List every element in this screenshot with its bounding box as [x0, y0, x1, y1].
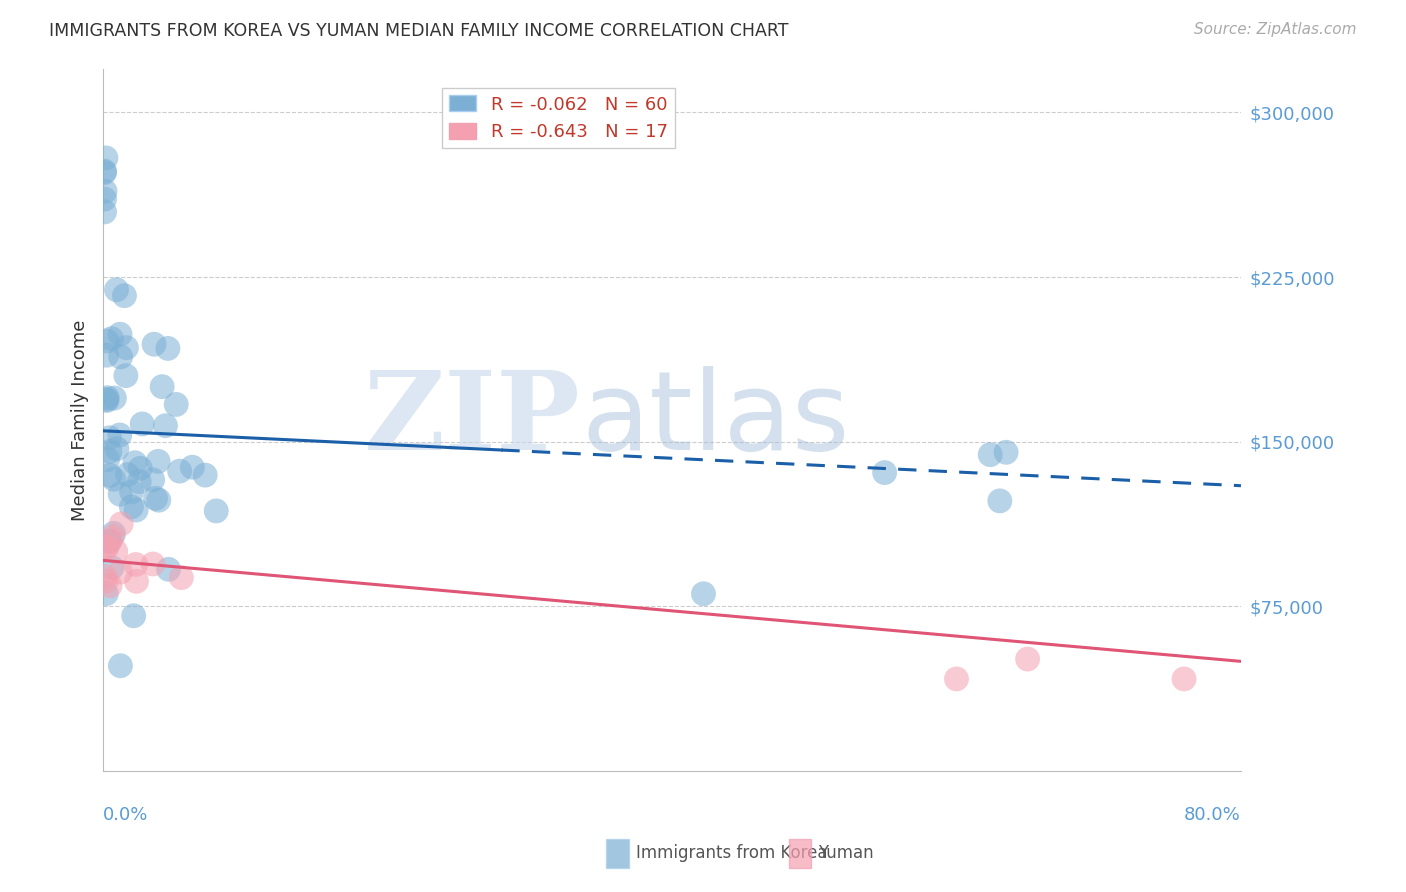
Y-axis label: Median Family Income: Median Family Income [72, 319, 89, 521]
Point [145, 491, 167, 506]
Point [101, 530, 124, 544]
Point [98, 431, 121, 445]
Point [945, 672, 967, 686]
Point [124, 456, 146, 470]
Point [105, 283, 128, 297]
Point [103, 472, 125, 486]
Point [170, 571, 193, 585]
Point [125, 503, 148, 517]
Point [96, 334, 118, 348]
Point [98, 579, 121, 593]
Point [128, 475, 150, 489]
Point [94, 151, 117, 165]
Point [108, 487, 131, 501]
Point [181, 460, 204, 475]
Text: ZIP: ZIP [364, 367, 581, 474]
Point [94, 574, 117, 589]
Point [103, 391, 125, 405]
Point [96, 348, 118, 362]
Point [96, 586, 118, 600]
Point [117, 467, 139, 482]
Point [96, 540, 118, 554]
Point [110, 350, 132, 364]
Point [93, 192, 115, 206]
Point [129, 461, 152, 475]
Point [96, 541, 118, 555]
Point [98, 534, 121, 549]
Text: Source: ZipAtlas.com: Source: ZipAtlas.com [1194, 22, 1357, 37]
Text: atlas: atlas [581, 367, 849, 474]
Point [142, 557, 165, 571]
Point [692, 587, 714, 601]
Point [98, 468, 121, 483]
Point [122, 608, 145, 623]
Point [94, 184, 117, 198]
Point [98, 444, 121, 458]
Point [979, 448, 1001, 462]
Point [93, 166, 115, 180]
Point [103, 526, 125, 541]
Point [101, 560, 124, 574]
Point [165, 397, 187, 411]
Point [156, 342, 179, 356]
Point [142, 473, 165, 487]
Point [96, 392, 118, 407]
Point [125, 574, 148, 589]
Point [169, 464, 191, 478]
Point [93, 164, 115, 178]
Point [96, 452, 118, 467]
Legend: R = -0.062   N = 60, R = -0.643   N = 17: R = -0.062 N = 60, R = -0.643 N = 17 [441, 88, 675, 148]
Point [93, 569, 115, 583]
Text: Yuman: Yuman [818, 844, 875, 862]
Point [108, 428, 131, 442]
Point [1173, 672, 1195, 686]
Point [194, 468, 217, 483]
Point [157, 562, 180, 576]
Point [115, 341, 138, 355]
Point [995, 445, 1018, 459]
Point [1017, 652, 1039, 666]
Point [100, 332, 122, 346]
Text: IMMIGRANTS FROM KOREA VS YUMAN MEDIAN FAMILY INCOME CORRELATION CHART: IMMIGRANTS FROM KOREA VS YUMAN MEDIAN FA… [49, 22, 789, 40]
Point [115, 368, 138, 383]
Point [110, 516, 132, 531]
Point [121, 484, 143, 499]
Point [148, 493, 170, 508]
Point [105, 442, 128, 456]
Point [205, 504, 228, 518]
Text: 80.0%: 80.0% [1184, 806, 1241, 824]
Point [150, 379, 173, 393]
Point [114, 288, 136, 302]
Point [125, 558, 148, 572]
Point [110, 658, 132, 673]
Point [988, 494, 1011, 508]
Point [93, 205, 115, 219]
Text: Immigrants from Korea: Immigrants from Korea [636, 844, 827, 862]
Point [131, 417, 153, 431]
Point [873, 466, 896, 480]
Point [96, 393, 118, 408]
Text: 0.0%: 0.0% [103, 806, 149, 824]
Point [120, 500, 142, 514]
Point [143, 337, 166, 351]
Point [155, 418, 177, 433]
Point [110, 565, 132, 579]
Point [104, 544, 127, 558]
Point [96, 391, 118, 405]
Point [108, 327, 131, 342]
Point [98, 534, 121, 549]
Point [146, 454, 169, 468]
